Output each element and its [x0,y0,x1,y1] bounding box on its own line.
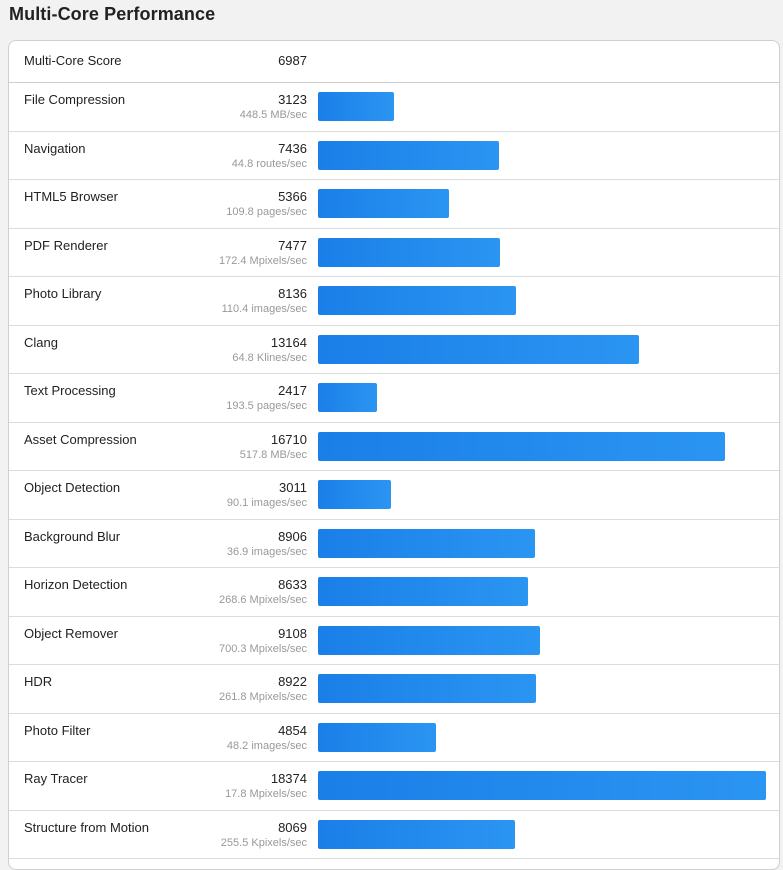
score-bar [318,480,391,509]
benchmark-name: Asset Compression [24,431,137,447]
benchmark-rate: 110.4 images/sec [221,303,307,315]
benchmark-rate: 44.8 routes/sec [231,157,307,170]
benchmark-rate: 261.8 Mpixels/sec [218,691,307,703]
benchmark-score: 3123 [278,92,307,107]
score-bar [318,286,516,315]
benchmark-score: 8069 [278,819,307,835]
benchmark-name: Object Remover [24,625,118,641]
benchmark-score: 9108 [278,625,307,641]
benchmark-score: 13164 [270,334,307,350]
table-row: Structure from Motion 8069 255.5 Kpixels/s… [9,811,779,859]
benchmark-name: Horizon Detection [24,577,128,592]
table-row: Asset Compression 16710 517.8 MB/sec [9,423,779,471]
benchmark-name: Navigation [24,140,86,156]
benchmark-table: Multi-Core Score 6987 File Compression 31… [8,40,780,870]
benchmark-name: Photo Library [24,286,102,301]
benchmark-name: Structure from Motion [24,819,149,835]
score-bar [318,625,540,655]
benchmark-rate: 109.8 pages/sec [226,206,307,218]
benchmark-score: 5366 [278,189,307,204]
benchmark-score: 8136 [278,286,307,301]
benchmark-rate: 48.2 images/sec [226,739,307,752]
benchmark-rate: 36.9 images/sec [226,545,307,558]
score-bar [318,819,515,849]
table-row: Clang 13164 64.8 Klines/sec [9,326,779,374]
table-row: PDF Renderer 7477 172.4 Mpixels/sec [9,229,779,277]
table-row: HDR 8922 261.8 Mpixels/sec [9,665,779,714]
score-bar [318,722,436,752]
benchmark-name: Text Processing [24,383,116,398]
benchmark-score: 2417 [278,383,307,398]
page-title: Multi-Core Performance [9,4,216,24]
benchmark-score: 8906 [278,528,307,544]
benchmark-score: 4854 [278,722,307,738]
table-row: Text Processing 2417 193.5 pages/sec [9,374,779,423]
table-row: File Compression 3123 448.5 MB/sec [9,83,779,132]
benchmark-score: 16710 [270,431,307,447]
benchmark-rate: 193.5 pages/sec [226,400,307,412]
table-row: Background Blur 8906 36.9 images/sec [9,520,779,568]
table-row: Ray Tracer 18374 17.8 Mpixels/sec [9,762,779,811]
benchmark-rate: 172.4 Mpixels/sec [218,254,307,267]
benchmark-rate: 255.5 Kpixels/sec [220,836,307,849]
benchmark-name: Ray Tracer [24,771,88,786]
table-row: HTML5 Browser 5366 109.8 pages/sec [9,180,779,229]
benchmark-name: HTML5 Browser [24,189,118,204]
benchmark-name: Clang [24,334,58,350]
score-bar [318,334,639,364]
benchmark-score: 7436 [278,140,307,156]
table-row: Object Remover 9108 700.3 Mpixels/sec [9,617,779,665]
benchmark-score: 7477 [278,237,307,253]
benchmark-name: HDR [24,674,53,689]
table-row: Object Detection 3011 90.1 images/sec [9,471,779,520]
score-bar [318,189,449,218]
benchmark-rate: 448.5 MB/sec [239,109,307,121]
overall-score-label: Multi-Core Score [24,53,122,68]
table-row: Photo Library 8136 110.4 images/sec [9,277,779,326]
benchmark-score: 8922 [278,674,307,689]
benchmark-rate: 517.8 MB/sec [239,448,307,461]
benchmark-rate: 17.8 Mpixels/sec [225,788,307,800]
benchmark-score: 3011 [279,480,307,495]
benchmark-rate: 90.1 images/sec [226,497,307,509]
benchmark-name: Background Blur [24,528,121,544]
benchmark-name: PDF Renderer [24,237,108,253]
benchmark-name: Object Detection [24,480,121,495]
score-bar [318,431,725,461]
benchmark-name: File Compression [24,92,126,107]
table-row: Photo Filter 4854 48.2 images/sec [9,714,779,762]
benchmark-name: Photo Filter [24,722,91,738]
benchmark-rate: 64.8 Klines/sec [232,351,307,364]
score-bar [318,674,536,703]
score-bar [318,771,766,800]
score-bar [318,383,377,412]
benchmark-score: 18374 [270,771,307,786]
table-row: Horizon Detection 8633 268.6 Mpixels/sec [9,568,779,617]
benchmark-rate: 268.6 Mpixels/sec [218,594,307,606]
overall-score-value: 6987 [278,53,307,68]
table-row: Navigation 7436 44.8 routes/sec [9,132,779,180]
score-bar [318,528,535,558]
overall-score-row: Multi-Core Score 6987 [9,41,779,83]
benchmark-score: 8633 [278,577,307,592]
score-bar [318,237,500,267]
score-bar [318,92,394,121]
score-bar [318,577,528,606]
benchmark-rate: 700.3 Mpixels/sec [218,642,307,655]
score-bar [318,140,499,170]
